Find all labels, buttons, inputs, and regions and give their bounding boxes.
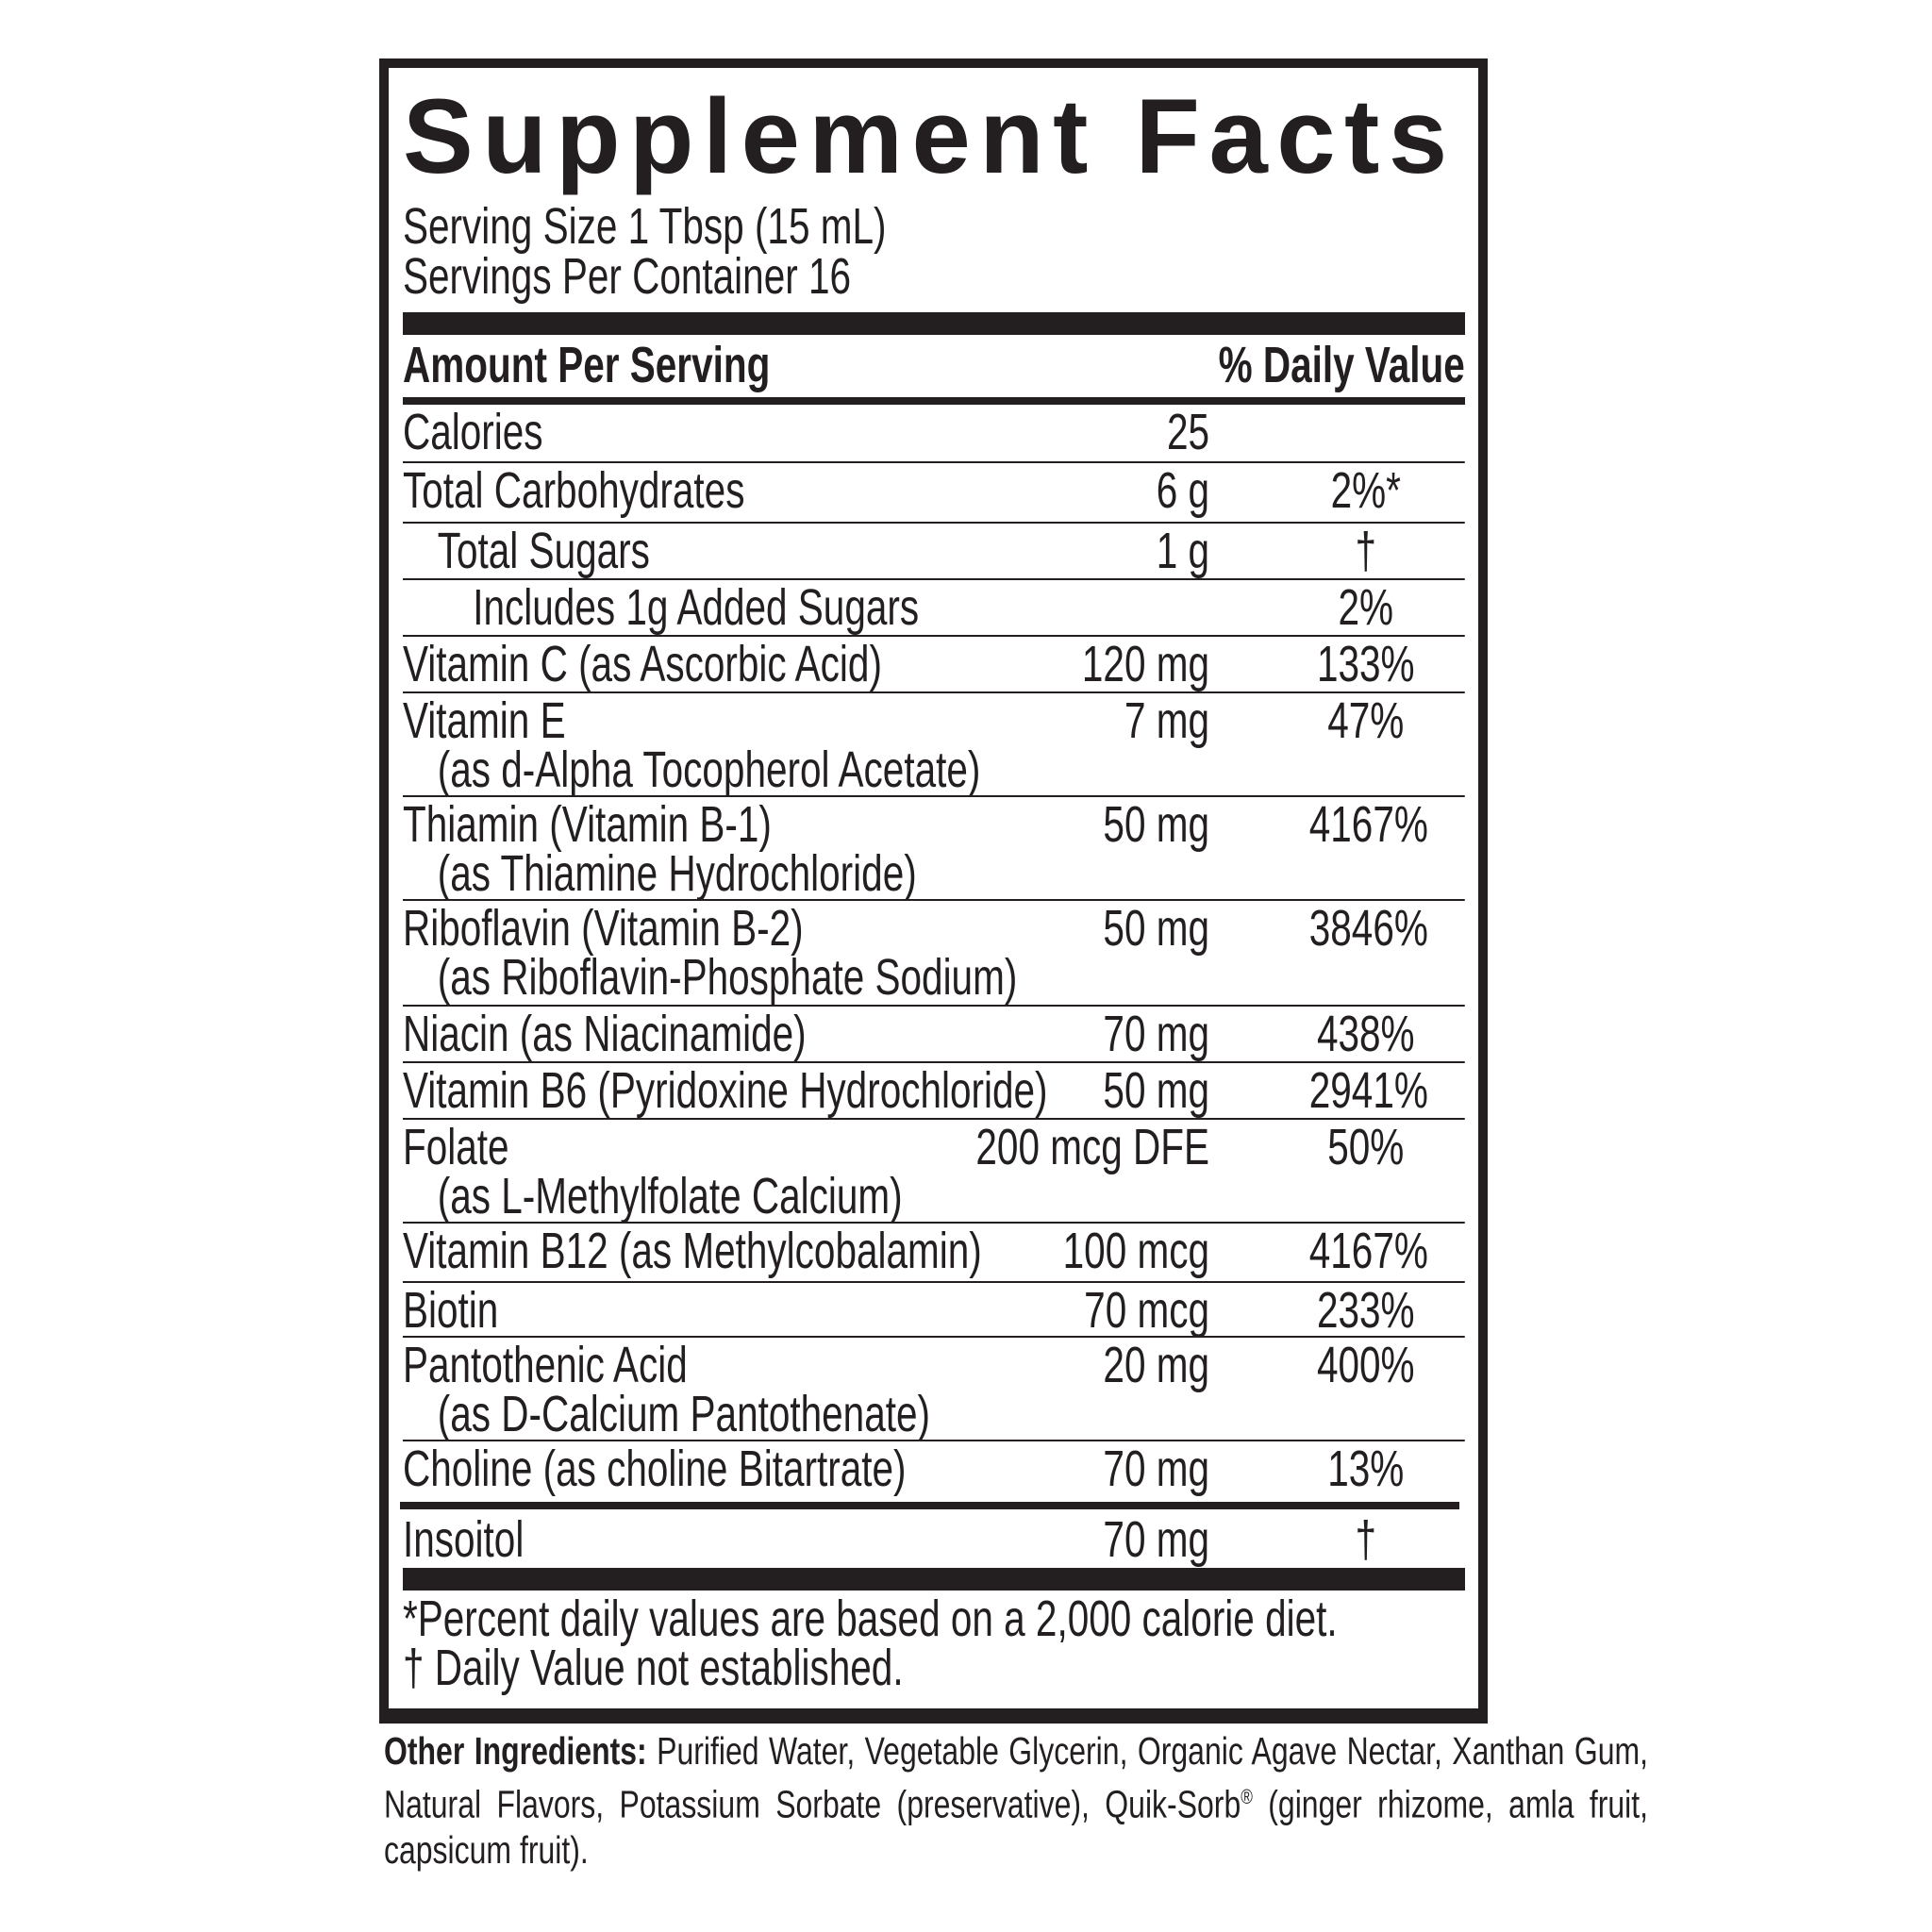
nutrient-name: Includes 1g Added Sugars <box>473 579 920 636</box>
other-ingredients: Other Ingredients: Purified Water, Veget… <box>384 1728 1648 1873</box>
nutrient-source: (as L-Methylfolate Calcium) <box>437 1168 903 1224</box>
nutrient-dv: 233% <box>1316 1282 1415 1339</box>
footnotes: *Percent daily values are based on a 2,0… <box>403 1591 1465 1696</box>
nutrient-amount: 25 <box>1166 404 1209 460</box>
nutrient-name: Insoitol <box>403 1511 525 1568</box>
nutrient-amount: 50 mg <box>1103 900 1209 957</box>
nutrient-amount: 70 mcg <box>1084 1282 1209 1339</box>
table-row: Vitamin C (as Ascorbic Acid) 120 mg 133% <box>403 637 1465 693</box>
table-row: Folate (as L-Methylfolate Calcium) 200 mcg… <box>403 1120 1465 1224</box>
nutrient-dv: 4167% <box>1308 796 1428 853</box>
nutrient-source: (as Riboflavin-Phosphate Sodium) <box>437 949 1018 1006</box>
table-row: Total Sugars 1 g † <box>403 524 1465 580</box>
footnote-dagger: † Daily Value not established. <box>403 1640 904 1696</box>
serving-info: Serving Size 1 Tbsp (15 mL) Servings Per… <box>403 198 1465 305</box>
nutrient-name: Niacin (as Niacinamide) <box>403 1006 807 1062</box>
table-row: Riboflavin (Vitamin B-2) (as Riboflavin-P… <box>403 901 1465 1007</box>
nutrient-name: Total Sugars <box>437 523 650 579</box>
nutrient-dv: 2% <box>1338 579 1394 636</box>
nutrient-dv: 2941% <box>1308 1062 1428 1119</box>
nutrient-dv: 400% <box>1316 1337 1415 1393</box>
header-divider <box>403 397 1465 405</box>
nutrient-amount: 70 mg <box>1103 1511 1209 1568</box>
table-row: Choline (as choline Bitartrate) 70 mg 13% <box>403 1441 1465 1505</box>
table-row: Vitamin E (as d-Alpha Tocopherol Acetate)… <box>403 693 1465 797</box>
nutrient-source: (as Thiamine Hydrochloride) <box>437 845 917 902</box>
section-divider <box>400 1502 1459 1509</box>
nutrient-name: Choline (as choline Bitartrate) <box>403 1441 907 1497</box>
other-ingredients-text-after: (ginger rhizome, amla fruit, capsicum fr… <box>384 1782 1649 1872</box>
nutrient-source: (as D-Calcium Pantothenate) <box>437 1386 930 1442</box>
table-row: Pantothenic Acid (as D-Calcium Pantothena… <box>403 1338 1465 1441</box>
nutrient-amount: 100 mcg <box>1062 1223 1209 1279</box>
daily-value-header: % Daily Value <box>1218 337 1465 393</box>
nutrient-dv: † <box>1355 1511 1377 1568</box>
table-row: Thiamin (Vitamin B-1) (as Thiamine Hydroc… <box>403 797 1465 901</box>
thick-divider <box>403 312 1465 335</box>
nutrient-amount: 20 mg <box>1103 1337 1209 1393</box>
nutrient-dv: 2%* <box>1330 462 1401 519</box>
nutrient-dv: 3846% <box>1308 900 1428 957</box>
servings-per-container: Servings Per Container 16 <box>403 248 852 305</box>
nutrient-name: Total Carbohydrates <box>403 462 745 519</box>
nutrient-name: Folate <box>403 1119 509 1175</box>
table-row: Vitamin B12 (as Methylcobalamin) 100 mcg 4… <box>403 1224 1465 1283</box>
nutrient-amount: 200 mcg DFE <box>975 1119 1209 1175</box>
nutrient-amount: 70 mg <box>1103 1441 1209 1497</box>
nutrient-dv: 47% <box>1327 692 1405 749</box>
thick-divider-bottom <box>403 1568 1465 1591</box>
nutrient-table: Calories 25 Total Carbohydrates 6 g 2%* Tot… <box>403 405 1465 1505</box>
nutrient-amount: 70 mg <box>1103 1006 1209 1062</box>
serving-size: Serving Size 1 Tbsp (15 mL) <box>403 198 887 255</box>
supplement-facts-panel <box>379 58 1488 1724</box>
nutrient-name: Vitamin B12 (as Methylcobalamin) <box>403 1223 982 1279</box>
nutrient-name: Vitamin B6 (Pyridoxine Hydrochloride) <box>403 1062 1048 1119</box>
table-row: Total Carbohydrates 6 g 2%* <box>403 463 1465 524</box>
other-ingredients-text: Purified Water, Vegetable Glycerin, Orga… <box>384 1729 1649 1826</box>
nutrient-name: Thiamin (Vitamin B-1) <box>403 796 772 853</box>
nutrient-dv: 50% <box>1327 1119 1405 1175</box>
nutrient-table-other: Insoitol 70 mg † <box>403 1512 1465 1569</box>
table-row: Insoitol 70 mg † <box>403 1512 1465 1569</box>
nutrient-amount: 120 mg <box>1081 636 1209 692</box>
nutrient-name: Biotin <box>403 1282 499 1339</box>
nutrient-dv: 13% <box>1327 1441 1405 1497</box>
nutrient-name: Calories <box>403 404 543 460</box>
nutrient-amount: 7 mg <box>1124 692 1209 749</box>
registered-mark: ® <box>1241 1784 1253 1808</box>
nutrient-dv: 4167% <box>1308 1223 1428 1279</box>
table-row: Vitamin B6 (Pyridoxine Hydrochloride) 50 … <box>403 1063 1465 1120</box>
nutrient-amount: 50 mg <box>1103 1062 1209 1119</box>
amount-per-serving-header: Amount Per Serving <box>403 337 771 393</box>
nutrient-amount: 1 g <box>1156 523 1209 579</box>
nutrient-name: Pantothenic Acid <box>403 1337 688 1393</box>
table-header: Amount Per Serving % Daily Value <box>403 334 1465 396</box>
nutrient-name: Riboflavin (Vitamin B-2) <box>403 900 804 957</box>
table-row: Calories 25 <box>403 405 1465 463</box>
nutrient-source: (as d-Alpha Tocopherol Acetate) <box>437 741 981 798</box>
nutrient-name: Vitamin E <box>403 692 566 749</box>
nutrient-amount: 50 mg <box>1103 796 1209 853</box>
table-row: Includes 1g Added Sugars 2% <box>403 580 1465 637</box>
other-ingredients-label: Other Ingredients: <box>384 1729 647 1773</box>
table-row: Biotin 70 mcg 233% <box>403 1283 1465 1338</box>
nutrient-name: Vitamin C (as Ascorbic Acid) <box>403 636 882 692</box>
nutrient-dv: 133% <box>1316 636 1415 692</box>
nutrient-dv: 438% <box>1316 1006 1415 1062</box>
footnote-percent: *Percent daily values are based on a 2,0… <box>403 1591 1338 1647</box>
nutrient-dv: † <box>1355 523 1377 579</box>
table-row: Niacin (as Niacinamide) 70 mg 438% <box>403 1007 1465 1063</box>
panel-title: Supplement Facts <box>403 77 1457 195</box>
nutrient-amount: 6 g <box>1156 462 1209 519</box>
